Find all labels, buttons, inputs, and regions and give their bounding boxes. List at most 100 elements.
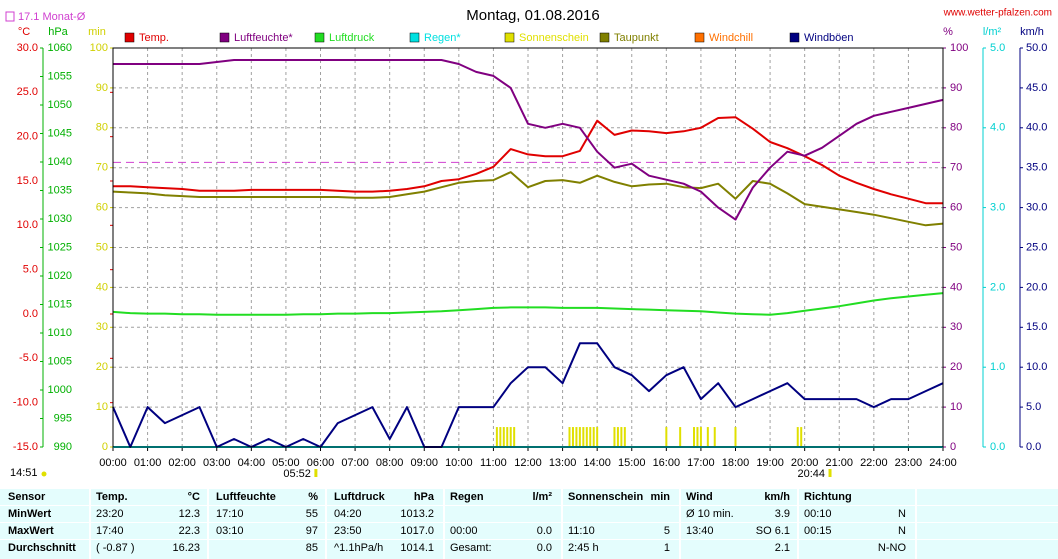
sunshine-bar — [693, 427, 695, 447]
legend-swatch — [409, 32, 420, 43]
y-tick-label: 0.0 — [23, 308, 38, 320]
table-cell: 5 — [664, 525, 670, 537]
y-tick-label: -10.0 — [13, 397, 38, 409]
sunset-marker — [828, 469, 832, 477]
table-cell: 11:10 — [568, 525, 595, 537]
x-tick-label: 17:00 — [687, 457, 715, 469]
sunshine-bar — [585, 427, 588, 447]
x-tick-label: 15:00 — [618, 457, 646, 469]
legend-label: Taupunkt — [614, 32, 659, 44]
y-tick-label: 1025 — [48, 241, 72, 253]
table-cell: km/h — [764, 491, 790, 503]
y-tick-label: 1055 — [48, 70, 72, 82]
x-tick-label: 00:00 — [99, 457, 127, 469]
sunshine-bar — [796, 427, 799, 447]
legend-swatch — [789, 32, 800, 43]
series-line — [113, 59, 944, 221]
y-tick-label: 45.0 — [1026, 82, 1047, 94]
table-cell: 0.0 — [537, 542, 552, 554]
y-tick-label: 1010 — [48, 327, 72, 339]
x-tick-label: 07:00 — [341, 457, 369, 469]
series-line — [112, 292, 944, 316]
y-tick-label: 40 — [950, 281, 962, 293]
y-tick-label: 15.0 — [1026, 321, 1047, 333]
table-cell: Durchschnitt — [8, 542, 76, 554]
table-cell: Luftfeuchte — [216, 491, 276, 503]
sunshine-bar — [613, 427, 616, 447]
legend-swatch — [314, 32, 325, 43]
legend-swatch — [504, 32, 515, 43]
x-tick-label: 10:00 — [445, 457, 473, 469]
y-tick-label: 60 — [96, 202, 108, 214]
sunshine-bar — [571, 427, 574, 447]
sunset-label: 20:44 — [797, 468, 825, 480]
x-tick-label: 21:00 — [825, 457, 853, 469]
legend-swatch — [219, 32, 230, 43]
y-tick-label: 1060 — [48, 42, 72, 54]
y-tick-label: 50 — [96, 241, 108, 253]
table-cell: 1013.2 — [400, 508, 434, 520]
sunshine-bar — [596, 427, 599, 447]
x-tick-label: 03:00 — [203, 457, 231, 469]
table-cell: Luftdruck — [334, 491, 386, 503]
x-tick-label: 08:00 — [376, 457, 404, 469]
y-tick-label: 30 — [950, 321, 962, 333]
sunshine-bar — [502, 427, 505, 447]
y-tick-label: 10 — [950, 401, 962, 413]
x-tick-label: 24:00 — [929, 457, 957, 469]
y-tick-label: 1050 — [48, 99, 72, 111]
y-tick-label: 10.0 — [17, 219, 38, 231]
table-cell: Ø 10 min. — [686, 508, 734, 520]
legend-swatch — [694, 32, 705, 43]
y-tick-label: 1040 — [48, 156, 72, 168]
x-tick-label: 04:00 — [238, 457, 266, 469]
y-tick-label: 20.0 — [17, 131, 38, 143]
monthly-mean-icon — [5, 11, 15, 22]
y-tick-label: 0 — [950, 441, 956, 453]
current-time: 14:51 — [10, 467, 38, 479]
table-cell: 03:10 — [216, 525, 244, 537]
y-tick-label: 2.0 — [990, 281, 1005, 293]
table-cell: N-NO — [878, 542, 907, 554]
x-tick-label: 02:00 — [168, 457, 196, 469]
legend-swatch — [599, 32, 610, 43]
table-cell: 13:40 — [686, 525, 714, 537]
y-tick-label: 990 — [54, 441, 72, 453]
table-cell: SO 6.1 — [756, 525, 790, 537]
y-tick-label: 40.0 — [1026, 122, 1047, 134]
y-tick-label: 50 — [950, 241, 962, 253]
table-cell: Regen — [450, 491, 484, 503]
y-tick-label: 80 — [96, 122, 108, 134]
x-tick-label: 14:00 — [583, 457, 611, 469]
table-cell: 23:50 — [334, 525, 362, 537]
axis-unit: min — [88, 26, 106, 38]
axis-unit: hPa — [48, 26, 68, 38]
table-cell: 17:10 — [216, 508, 244, 520]
x-tick-label: 01:00 — [134, 457, 162, 469]
y-tick-label: 20 — [96, 361, 108, 373]
table-cell: N — [898, 508, 906, 520]
x-tick-label: 23:00 — [895, 457, 923, 469]
legend-label: Regen* — [424, 32, 461, 44]
table-cell: 2:45 h — [568, 542, 599, 554]
axis-unit: km/h — [1020, 26, 1044, 38]
x-tick-label: 22:00 — [860, 457, 888, 469]
monthly-mean-label: 17.1 Monat-Ø — [18, 11, 86, 23]
x-tick-label: 09:00 — [410, 457, 438, 469]
y-tick-label: 1045 — [48, 127, 72, 139]
y-tick-label: 1000 — [48, 384, 72, 396]
sunshine-bar — [592, 427, 595, 447]
table-cell: 2.1 — [775, 542, 790, 554]
y-tick-label: 30.0 — [17, 42, 38, 54]
series-line — [112, 171, 944, 227]
axis-unit: °C — [18, 26, 30, 38]
y-tick-label: 25.0 — [17, 86, 38, 98]
table-cell: 00:15 — [804, 525, 832, 537]
sunshine-bar — [713, 427, 716, 447]
y-tick-label: 0.0 — [990, 441, 1005, 453]
sunshine-bar — [734, 427, 737, 447]
y-tick-label: 1015 — [48, 298, 72, 310]
sunshine-bar — [578, 427, 581, 447]
table-cell: Sonnenschein — [568, 491, 643, 503]
sunshine-bar — [699, 427, 702, 447]
